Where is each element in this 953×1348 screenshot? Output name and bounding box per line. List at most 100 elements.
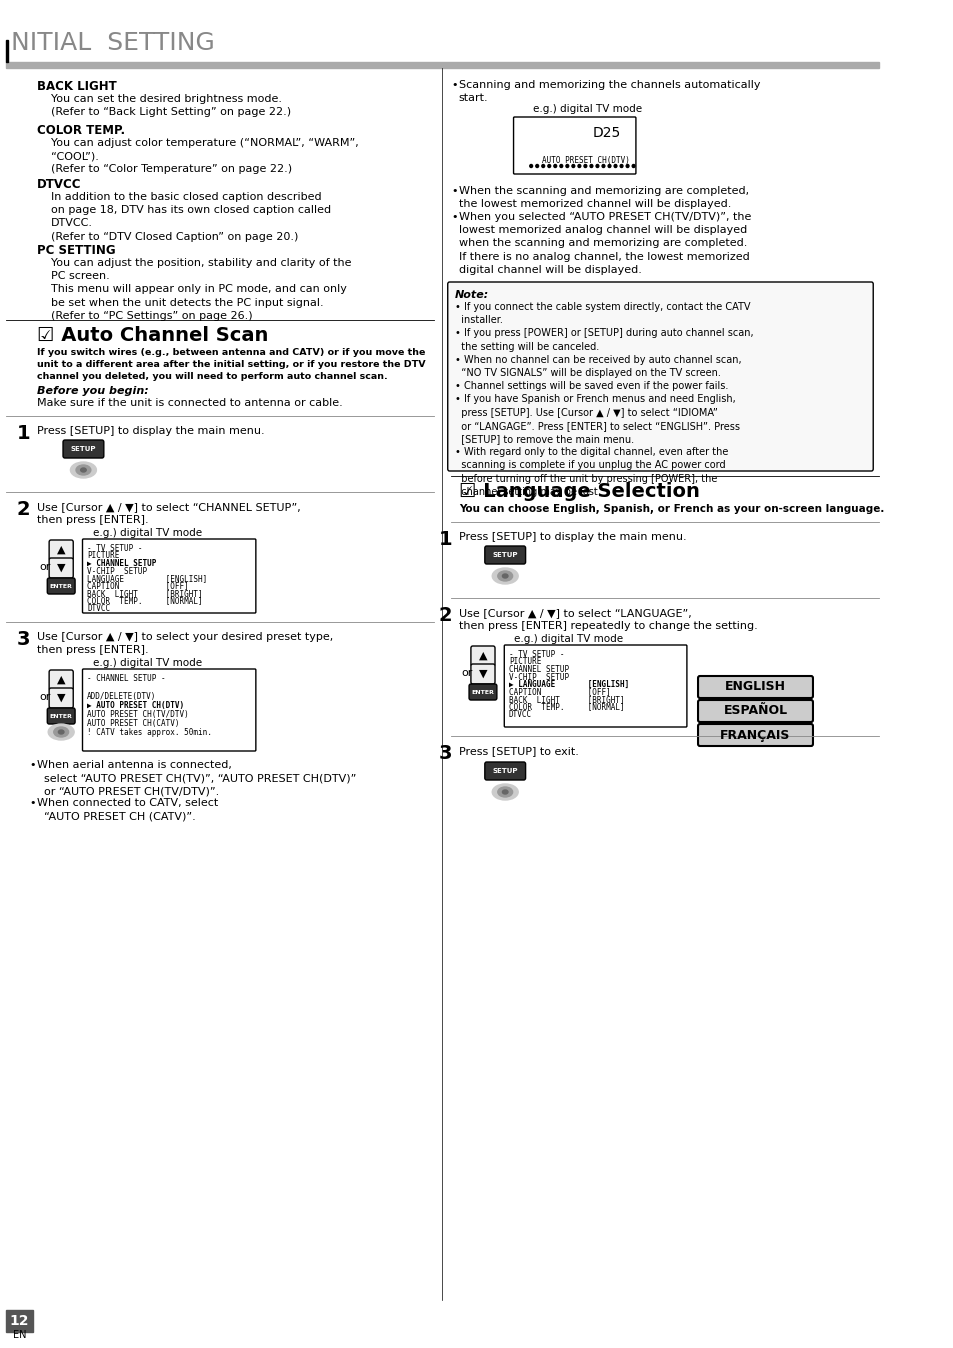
Ellipse shape bbox=[81, 468, 86, 472]
Text: DTVCC: DTVCC bbox=[508, 710, 532, 718]
Ellipse shape bbox=[58, 731, 64, 735]
Text: ▶ LANGUAGE       [ENGLISH]: ▶ LANGUAGE [ENGLISH] bbox=[508, 679, 629, 689]
Text: V-CHIP  SETUP: V-CHIP SETUP bbox=[87, 566, 147, 576]
Circle shape bbox=[529, 164, 532, 167]
Bar bbox=[6, 1310, 33, 1332]
Text: ▼: ▼ bbox=[57, 563, 66, 573]
Text: •: • bbox=[451, 212, 457, 222]
Text: AUTO PRESET CH(DTV): AUTO PRESET CH(DTV) bbox=[541, 156, 630, 164]
Text: AUTO PRESET CH(CATV): AUTO PRESET CH(CATV) bbox=[87, 718, 179, 728]
FancyBboxPatch shape bbox=[63, 439, 104, 458]
FancyBboxPatch shape bbox=[484, 762, 525, 780]
Text: PICTURE: PICTURE bbox=[87, 551, 119, 561]
FancyBboxPatch shape bbox=[504, 644, 686, 727]
Text: You can choose English, Spanish, or French as your on-screen language.: You can choose English, Spanish, or Fren… bbox=[458, 504, 883, 514]
Ellipse shape bbox=[53, 727, 69, 737]
Text: You can adjust color temperature (“NORMAL”, “WARM”,
“COOL”).
(Refer to “Color Te: You can adjust color temperature (“NORMA… bbox=[51, 137, 358, 174]
Text: 2: 2 bbox=[438, 607, 452, 625]
Circle shape bbox=[565, 164, 568, 167]
Text: ENTER: ENTER bbox=[50, 584, 72, 589]
Text: ENTER: ENTER bbox=[50, 713, 72, 718]
FancyBboxPatch shape bbox=[698, 700, 812, 723]
Ellipse shape bbox=[497, 787, 512, 797]
Text: PC SETTING: PC SETTING bbox=[37, 244, 115, 257]
FancyBboxPatch shape bbox=[49, 687, 73, 708]
Ellipse shape bbox=[492, 568, 517, 584]
FancyBboxPatch shape bbox=[48, 578, 75, 594]
Text: ☑ Auto Channel Scan: ☑ Auto Channel Scan bbox=[37, 326, 268, 345]
Text: 1: 1 bbox=[16, 425, 30, 443]
Text: COLOR TEMP.: COLOR TEMP. bbox=[37, 124, 125, 137]
FancyBboxPatch shape bbox=[471, 665, 495, 683]
Text: EN: EN bbox=[12, 1330, 26, 1340]
Circle shape bbox=[536, 164, 538, 167]
Text: BACK  LIGHT      [BRIGHT]: BACK LIGHT [BRIGHT] bbox=[508, 696, 624, 704]
Text: •: • bbox=[30, 798, 36, 807]
Text: ADD/DELETE(DTV): ADD/DELETE(DTV) bbox=[87, 692, 156, 701]
Text: In addition to the basic closed caption described
on page 18, DTV has its own cl: In addition to the basic closed caption … bbox=[51, 191, 331, 241]
Ellipse shape bbox=[492, 785, 517, 799]
Text: When the scanning and memorizing are completed,
the lowest memorized channel wil: When the scanning and memorizing are com… bbox=[458, 186, 748, 209]
Text: ESPAÑOL: ESPAÑOL bbox=[722, 705, 787, 717]
Text: SETUP: SETUP bbox=[492, 768, 517, 774]
FancyBboxPatch shape bbox=[698, 724, 812, 745]
Ellipse shape bbox=[76, 465, 91, 474]
Circle shape bbox=[547, 164, 550, 167]
Text: LANGUAGE         [ENGLISH]: LANGUAGE [ENGLISH] bbox=[87, 574, 207, 582]
Text: BACK  LIGHT      [BRIGHT]: BACK LIGHT [BRIGHT] bbox=[87, 589, 203, 599]
Text: ☑ Language Selection: ☑ Language Selection bbox=[458, 483, 699, 501]
Text: You can adjust the position, stability and clarity of the
PC screen.
This menu w: You can adjust the position, stability a… bbox=[51, 257, 351, 321]
Text: BACK LIGHT: BACK LIGHT bbox=[37, 80, 116, 93]
Text: Press [SETUP] to exit.: Press [SETUP] to exit. bbox=[458, 745, 578, 756]
Text: ENTER: ENTER bbox=[471, 689, 494, 694]
Text: PICTURE: PICTURE bbox=[508, 658, 540, 666]
FancyBboxPatch shape bbox=[49, 670, 73, 690]
Text: ▶ CHANNEL SETUP: ▶ CHANNEL SETUP bbox=[87, 559, 156, 568]
Text: V-CHIP  SETUP: V-CHIP SETUP bbox=[508, 673, 568, 682]
Text: COLOR  TEMP.     [NORMAL]: COLOR TEMP. [NORMAL] bbox=[87, 597, 203, 605]
Ellipse shape bbox=[71, 462, 96, 479]
Circle shape bbox=[632, 164, 635, 167]
Text: DTVCC: DTVCC bbox=[37, 178, 82, 191]
Text: Use [Cursor ▲ / ▼] to select “LANGUAGE”,
then press [ENTER] repeatedly to change: Use [Cursor ▲ / ▼] to select “LANGUAGE”,… bbox=[458, 608, 757, 631]
Text: CHANNEL SETUP: CHANNEL SETUP bbox=[508, 665, 568, 674]
Circle shape bbox=[614, 164, 617, 167]
Text: COLOR  TEMP.     [NORMAL]: COLOR TEMP. [NORMAL] bbox=[508, 702, 624, 712]
FancyBboxPatch shape bbox=[469, 683, 497, 700]
Text: CAPTION          [OFF]: CAPTION [OFF] bbox=[87, 581, 189, 590]
Text: ▲: ▲ bbox=[57, 675, 66, 685]
Text: SETUP: SETUP bbox=[71, 446, 96, 452]
Circle shape bbox=[572, 164, 574, 167]
Text: 3: 3 bbox=[438, 744, 452, 763]
Text: NITIAL  SETTING: NITIAL SETTING bbox=[11, 31, 214, 55]
Text: SETUP: SETUP bbox=[492, 551, 517, 558]
Circle shape bbox=[559, 164, 562, 167]
Ellipse shape bbox=[502, 790, 507, 794]
Text: ▼: ▼ bbox=[57, 693, 66, 704]
Text: •: • bbox=[451, 186, 457, 195]
Text: ENGLISH: ENGLISH bbox=[724, 681, 785, 693]
Text: 12: 12 bbox=[10, 1314, 30, 1328]
FancyBboxPatch shape bbox=[698, 675, 812, 698]
Text: •: • bbox=[451, 80, 457, 90]
FancyBboxPatch shape bbox=[447, 282, 872, 470]
Text: Make sure if the unit is connected to antenna or cable.: Make sure if the unit is connected to an… bbox=[37, 398, 342, 408]
FancyBboxPatch shape bbox=[48, 708, 75, 724]
Text: FRANÇAIS: FRANÇAIS bbox=[720, 728, 790, 741]
Text: ▲: ▲ bbox=[57, 545, 66, 555]
Text: Use [Cursor ▲ / ▼] to select “CHANNEL SETUP”,
then press [ENTER].: Use [Cursor ▲ / ▼] to select “CHANNEL SE… bbox=[37, 501, 300, 526]
Circle shape bbox=[607, 164, 610, 167]
Text: •: • bbox=[30, 760, 36, 770]
Text: - TV SETUP -: - TV SETUP - bbox=[87, 545, 143, 553]
Bar bbox=[6, 40, 9, 62]
Text: ! CATV takes approx. 50min.: ! CATV takes approx. 50min. bbox=[87, 728, 212, 737]
Circle shape bbox=[578, 164, 580, 167]
Text: AUTO PRESET CH(TV/DTV): AUTO PRESET CH(TV/DTV) bbox=[87, 710, 189, 718]
Circle shape bbox=[541, 164, 544, 167]
Text: When connected to CATV, select
  “AUTO PRESET CH (CATV)”.: When connected to CATV, select “AUTO PRE… bbox=[37, 798, 218, 821]
Text: e.g.) digital TV mode: e.g.) digital TV mode bbox=[92, 528, 202, 538]
Text: D25: D25 bbox=[592, 125, 620, 140]
Text: e.g.) digital TV mode: e.g.) digital TV mode bbox=[514, 634, 623, 644]
Text: or: or bbox=[40, 562, 51, 572]
Text: Press [SETUP] to display the main menu.: Press [SETUP] to display the main menu. bbox=[37, 426, 264, 435]
